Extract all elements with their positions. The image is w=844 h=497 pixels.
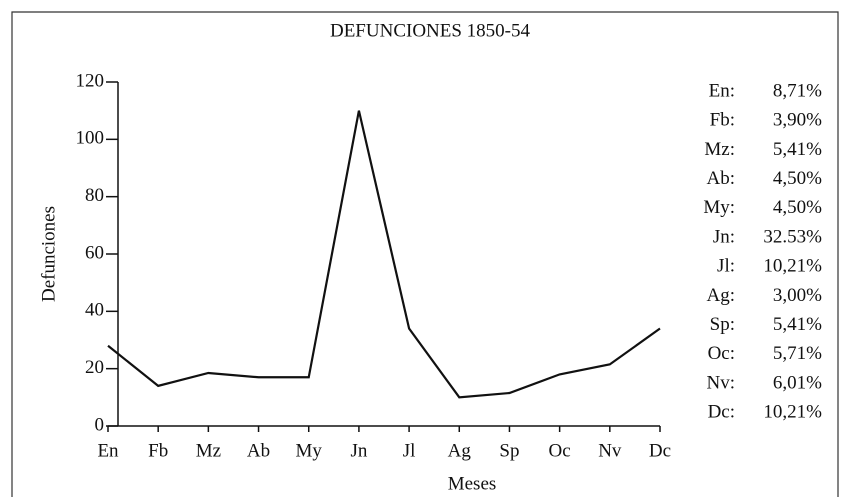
x-tick-label: Ab — [247, 440, 270, 461]
table-pct: 5,41% — [773, 314, 822, 335]
table-pct: 10,21% — [763, 402, 822, 423]
table-month: Sp: — [710, 314, 735, 335]
table-month: Oc: — [708, 343, 735, 364]
x-tick-label: My — [296, 440, 323, 461]
x-tick-label: Jl — [403, 440, 416, 461]
table-pct: 10,21% — [763, 256, 822, 277]
x-tick-label: En — [97, 440, 119, 461]
table-pct: 3,90% — [773, 110, 822, 131]
y-tick-label: 40 — [85, 300, 104, 321]
table-month: Jl: — [717, 256, 735, 277]
table-month: Dc: — [708, 402, 735, 423]
y-tick-label: 120 — [76, 70, 105, 91]
y-tick-label: 100 — [76, 128, 105, 149]
table-month: Nv: — [707, 372, 736, 393]
table-pct: 4,50% — [773, 197, 822, 218]
table-pct: 5,71% — [773, 343, 822, 364]
table-pct: 4,50% — [773, 168, 822, 189]
y-tick-label: 80 — [85, 185, 104, 206]
table-pct: 6,01% — [773, 372, 822, 393]
x-tick-label: Mz — [196, 440, 221, 461]
y-tick-label: 60 — [85, 242, 104, 263]
y-tick-label: 20 — [85, 357, 104, 378]
table-pct: 3,00% — [773, 285, 822, 306]
table-pct: 8,71% — [773, 80, 822, 101]
x-tick-label: Dc — [649, 440, 671, 461]
table-month: Jn: — [713, 226, 735, 247]
table-month: En: — [709, 80, 735, 101]
y-axis-label: Defunciones — [38, 206, 59, 302]
table-month: Ab: — [707, 168, 736, 189]
x-tick-label: Fb — [148, 440, 168, 461]
table-pct: 32.53% — [763, 226, 822, 247]
table-month: Mz: — [704, 139, 735, 160]
table-pct: 5,41% — [773, 139, 822, 160]
x-tick-label: Ag — [448, 440, 472, 461]
x-tick-label: Sp — [499, 440, 519, 461]
x-axis-label: Meses — [448, 473, 497, 494]
table-month: Fb: — [710, 110, 735, 131]
line — [107, 110, 661, 399]
x-tick-label: Nv — [598, 440, 622, 461]
x-tick-label: Oc — [549, 440, 571, 461]
chart-title: DEFUNCIONES 1850-54 — [330, 20, 531, 41]
table-month: Ag: — [707, 285, 736, 306]
table-month: My: — [703, 197, 735, 218]
y-tick-label: 0 — [95, 414, 105, 435]
x-tick-label: Jn — [350, 440, 367, 461]
frame — [11, 11, 839, 497]
